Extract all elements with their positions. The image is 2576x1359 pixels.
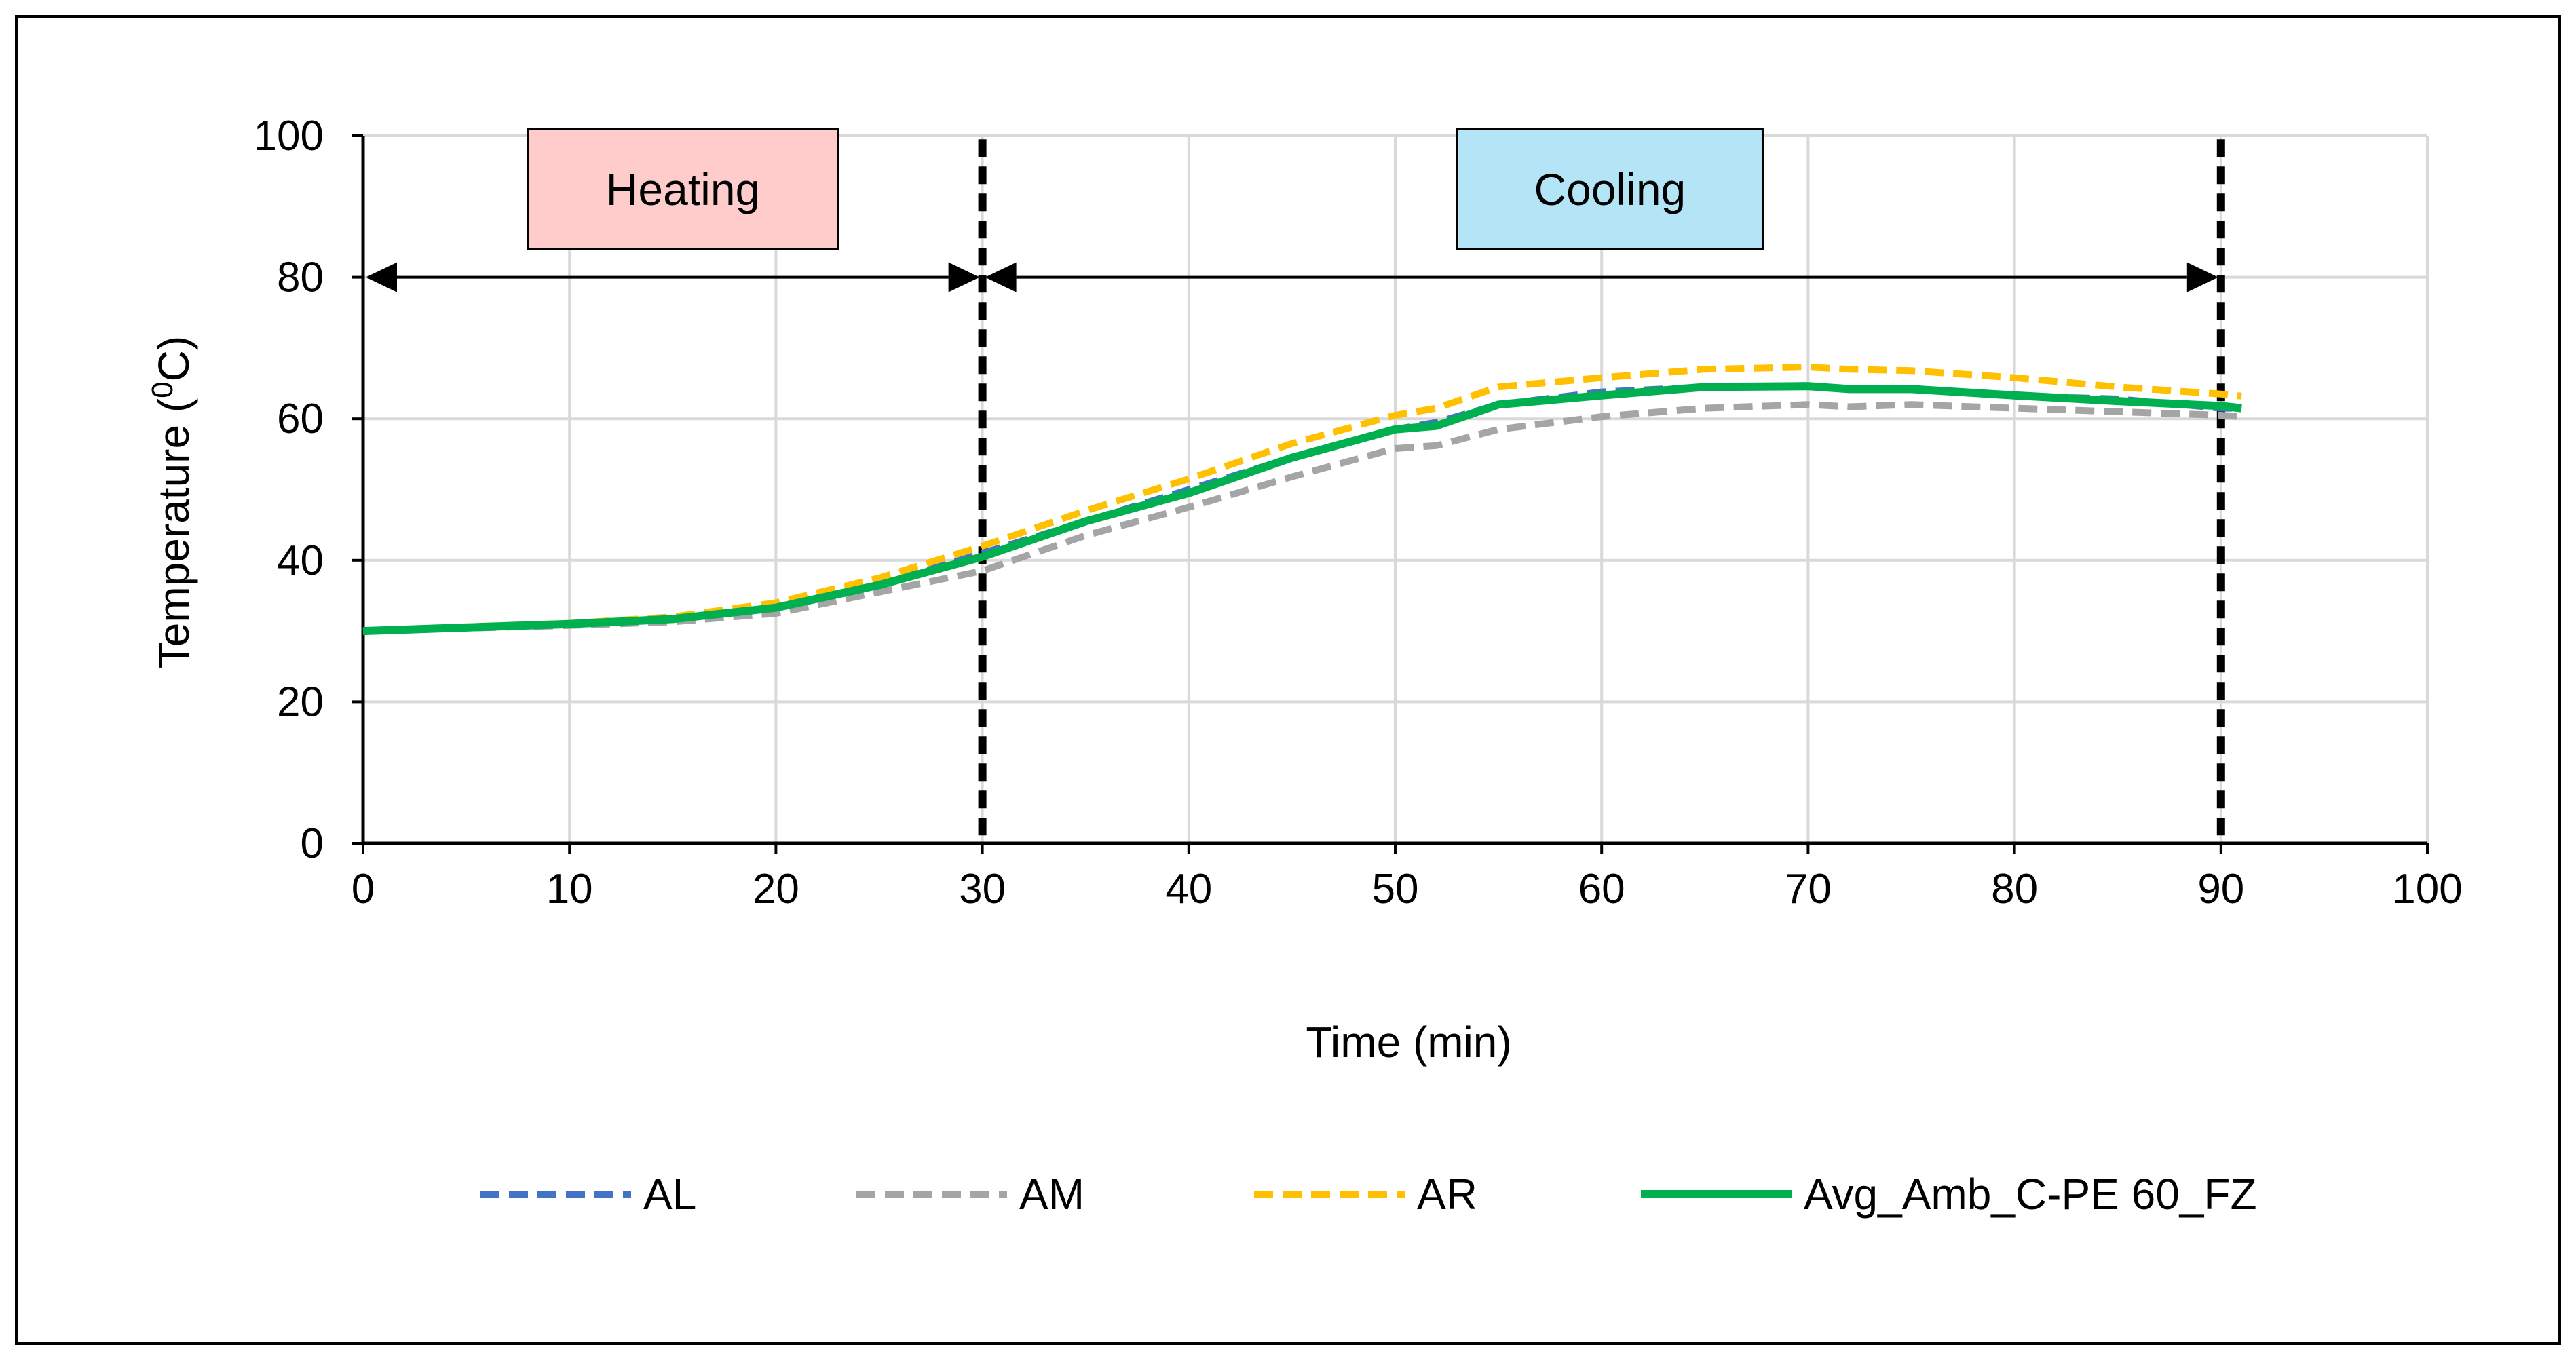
legend-label-avg-amb-c-pe-60-fz: Avg_Amb_C-PE 60_FZ (1804, 1170, 2257, 1219)
x-tick-label: 40 (1165, 866, 1212, 913)
x-tick-label: 60 (1578, 866, 1625, 913)
x-tick-label: 50 (1372, 866, 1419, 913)
tick-labels: 0 10 20 30 40 50 60 70 80 90 100 0 20 40 60 80 100 (254, 113, 2463, 913)
cooling-label-box (1456, 128, 1764, 250)
heating-arrow-head-left (366, 262, 397, 292)
legend-label-al: AL (643, 1170, 696, 1219)
y-tick-label: 20 (277, 678, 324, 725)
axes (352, 134, 2429, 854)
series-line-avg-amb-c-pe-60-fz (362, 382, 2242, 636)
phase-lines (978, 139, 2225, 843)
legend-label-am: AM (1019, 1170, 1084, 1219)
y-tick-label: 0 (301, 820, 324, 867)
y-axis-title: Temperature (0C) (146, 336, 198, 668)
legend: AL AM AR Avg_Amb_C-PE 60_FZ (480, 1170, 2257, 1219)
x-tick-label: 10 (546, 866, 593, 913)
cooling-arrow-head-left (985, 262, 1017, 292)
cooling-label: Cooling (1534, 164, 1686, 214)
x-tick-label: 100 (2392, 866, 2462, 913)
series-line-ar (362, 364, 2242, 635)
y-axis-title-tail: C) (149, 336, 198, 382)
x-tick-label: 20 (753, 866, 799, 913)
x-tick-label: 80 (1991, 866, 2038, 913)
x-tick-label: 70 (1785, 866, 1832, 913)
x-tick-label: 90 (2197, 866, 2244, 913)
heating-label: Heating (606, 164, 761, 214)
cooling-arrow-head-right (2186, 262, 2218, 292)
heating-label-box (527, 128, 839, 250)
chart-border (15, 15, 2561, 1345)
y-axis-title-sup: 0 (146, 381, 179, 398)
x-axis-title: Time (min) (1306, 1018, 1511, 1067)
y-axis-title-main: Temperature ( (149, 398, 198, 668)
heating-arrow-head-right (948, 262, 980, 292)
phase-annotations: Heating Cooling (366, 128, 2218, 292)
series-layer (362, 364, 2242, 636)
series-line-am (362, 401, 2242, 635)
x-tick-label: 0 (352, 866, 375, 913)
y-tick-label: 60 (277, 396, 324, 442)
x-tick-label: 30 (959, 866, 1006, 913)
y-tick-label: 100 (254, 113, 324, 159)
y-tick-label: 80 (277, 254, 324, 301)
legend-label-ar: AR (1417, 1170, 1477, 1219)
y-tick-label: 40 (277, 537, 324, 584)
